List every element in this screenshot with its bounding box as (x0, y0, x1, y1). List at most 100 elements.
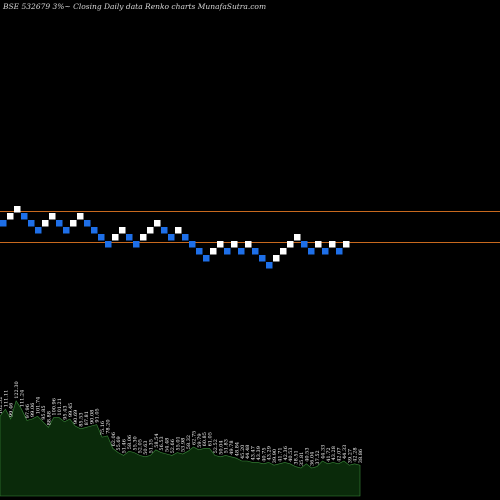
volume-label: 88.88 (46, 411, 52, 425)
volume-label: 91.05 (95, 408, 101, 422)
chart-title: BSE 532679 3%~ Closing Daily data Renko … (3, 2, 267, 11)
volume-label: 50.63 (143, 440, 149, 454)
volume-label: 41.72 (326, 447, 332, 461)
volume-label: 78.20 (106, 419, 112, 433)
renko-brick-down (0, 220, 7, 227)
volume-label: 99.46 (9, 403, 15, 417)
renko-brick-up (294, 234, 301, 241)
renko-brick-down (308, 248, 315, 255)
volume-label: 60.85 (202, 432, 208, 446)
volume-label: 45.20 (240, 445, 246, 459)
volume-label: 62.06 (111, 432, 117, 446)
renko-brick-down (182, 234, 189, 241)
volume-label: 38.51 (294, 450, 300, 464)
renko-brick-down (203, 255, 210, 262)
renko-brick-up (14, 206, 21, 213)
volume-label: 52.05 (138, 439, 144, 453)
renko-brick-up (119, 227, 126, 234)
volume-label: 97.96 (25, 404, 31, 418)
volume-label: 43.28 (331, 446, 337, 460)
volume-label: 39.27 (347, 449, 353, 463)
volume-label: 75.16 (100, 421, 106, 435)
volume-label: 58.54 (154, 433, 160, 447)
renko-brick-down (161, 227, 168, 234)
volume-label: 99.45 (68, 403, 74, 417)
volume-label: 52.52 (213, 439, 219, 453)
volume-label: 44.48 (245, 445, 251, 459)
renko-brick-down (63, 227, 70, 234)
volume-label: 36.04 (310, 452, 316, 466)
renko-brick-down (322, 248, 329, 255)
volume-label: 39.90 (272, 449, 278, 463)
renko-brick-up (147, 227, 154, 234)
volume-label: 54.48 (165, 438, 171, 452)
volume-label: 85.53 (79, 412, 85, 426)
volume-label: 42.36 (283, 446, 289, 460)
renko-brick-down (21, 213, 28, 220)
renko-brick-up (245, 241, 252, 248)
renko-brick-up (70, 220, 77, 227)
volume-label: 55.69 (116, 436, 122, 450)
renko-brick-down (133, 241, 140, 248)
renko-brick-down (336, 248, 343, 255)
volume-label: 41.71 (277, 447, 283, 461)
volume-label: 61.05 (208, 432, 214, 446)
renko-brick-down (126, 234, 133, 241)
volume-label: 122.30 (14, 381, 20, 399)
renko-brick-down (301, 241, 308, 248)
renko-brick-up (112, 234, 119, 241)
renko-brick-down (98, 234, 105, 241)
renko-brick-up (217, 241, 224, 248)
volume-label: 90.69 (73, 410, 79, 424)
volume-label: 95.43 (63, 405, 69, 419)
renko-brick-up (273, 255, 280, 262)
volume-label: 51.46 (122, 439, 128, 453)
volume-label: 58.06 (127, 435, 133, 449)
volume-label: 58.32 (186, 435, 192, 449)
volume-label: 99.06 (30, 403, 36, 417)
renko-brick-up (49, 213, 56, 220)
volume-label: 101.21 (57, 398, 63, 416)
renko-brick-down (84, 220, 91, 227)
volume-label: 55.01 (175, 436, 181, 450)
volume-label: 56.53 (159, 436, 165, 450)
volume-label: 40.75 (261, 447, 267, 461)
volume-label: 102.52 (0, 397, 4, 415)
volume-label: 35.81 (299, 452, 305, 466)
renko-brick-down (266, 262, 273, 269)
volume-label: 43.39 (256, 446, 262, 460)
renko-brick-up (315, 241, 322, 248)
volume-label: 49.78 (229, 440, 235, 454)
renko-brick-down (28, 220, 35, 227)
volume-label: 100.96 (52, 398, 58, 416)
volume-label: 40.53 (288, 447, 294, 461)
volume-label: 44.33 (320, 445, 326, 459)
volume-area-fill (0, 400, 361, 497)
volume-label: 62.75 (191, 431, 197, 445)
renko-brick-down (238, 248, 245, 255)
volume-label: 111.24 (20, 390, 26, 408)
renko-brick-down (56, 220, 63, 227)
renko-brick-up (42, 220, 49, 227)
volume-label: 38.86 (358, 449, 364, 463)
volume-label: 42.28 (353, 447, 359, 461)
volume-label: 40.53 (304, 447, 310, 461)
volume-label: 37.52 (315, 450, 321, 464)
volume-label: 59.79 (197, 433, 203, 447)
renko-brick-down (252, 248, 259, 255)
renko-brick-up (343, 241, 350, 248)
renko-brick-up (7, 213, 14, 220)
volume-label: 52.66 (170, 439, 176, 453)
renko-brick-down (105, 241, 112, 248)
volume-area (0, 400, 361, 497)
volume-label: 42.07 (337, 447, 343, 461)
volume-label: 53.98 (181, 438, 187, 452)
volume-label: 51.83 (224, 439, 230, 453)
renko-brick-up (175, 227, 182, 234)
renko-brick-down (189, 241, 196, 248)
renko-brick-up (329, 241, 336, 248)
renko-brick-up (231, 241, 238, 248)
renko-brick-up (287, 241, 294, 248)
renko-brick-down (168, 234, 175, 241)
